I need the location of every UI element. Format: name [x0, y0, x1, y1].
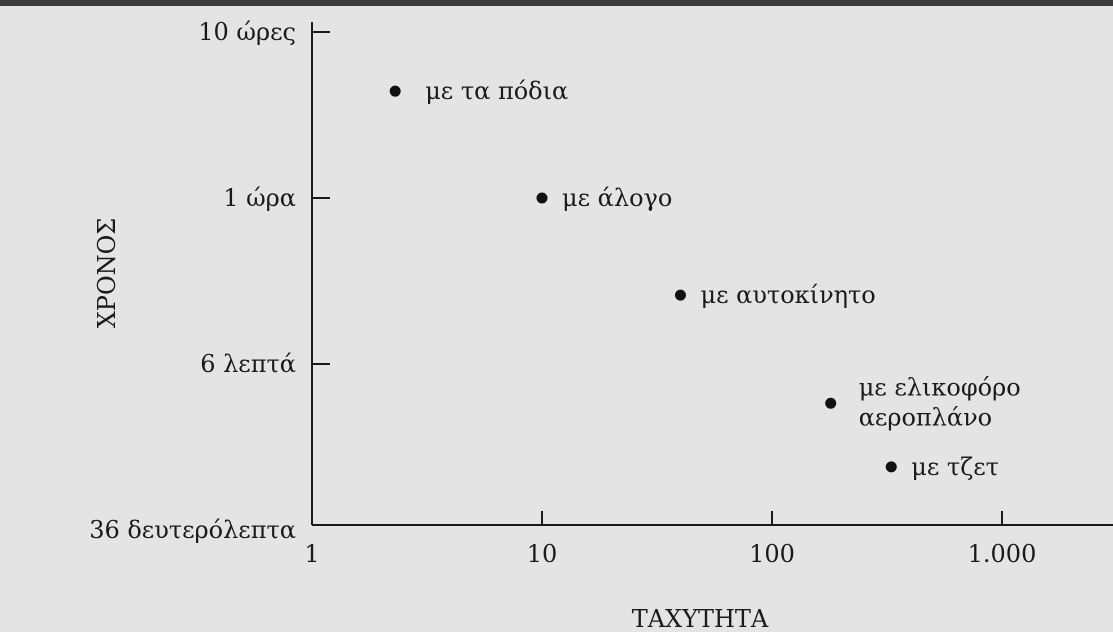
y-tick-label: 36 δευτερόλεπτα [89, 516, 296, 544]
x-axis-label: ΤΑΧΥΤΗΤΑ [632, 605, 769, 632]
data-point [389, 85, 401, 97]
axes [311, 22, 1113, 526]
data-point [885, 461, 897, 473]
point-label: με άλογο [562, 184, 672, 212]
x-tick-label: 1 [304, 540, 319, 568]
point-label: με τζετ [911, 453, 999, 481]
x-tick-label: 10 [527, 540, 558, 568]
y-tick-label: 10 ώρες [198, 18, 296, 46]
y-axis-label: ΧΡΟΝΟΣ [93, 218, 121, 329]
y-ticks: 10 ώρες 1 ώρα 6 λεπτά 36 δευτερόλεπτα [89, 18, 330, 544]
x-tick-label: 100 [749, 540, 795, 568]
data-point [674, 289, 686, 301]
y-tick-label: 1 ώρα [223, 184, 296, 212]
point-label: με αυτοκίνητο [700, 281, 875, 309]
y-tick-label: 6 λεπτά [200, 350, 296, 378]
x-ticks: 1 10 100 1.000 [304, 511, 1036, 568]
data-point [825, 397, 837, 409]
point-label: αεροπλάνο [859, 403, 992, 431]
data-points: με τα πόδια με άλογο με αυτοκίνητο με ελικο… [389, 77, 1021, 481]
data-point [536, 192, 548, 204]
point-label: με τα πόδια [425, 77, 568, 105]
top-border [0, 0, 1113, 6]
point-label: με ελικοφόρο [859, 373, 1021, 401]
x-tick-label: 1.000 [968, 540, 1037, 568]
